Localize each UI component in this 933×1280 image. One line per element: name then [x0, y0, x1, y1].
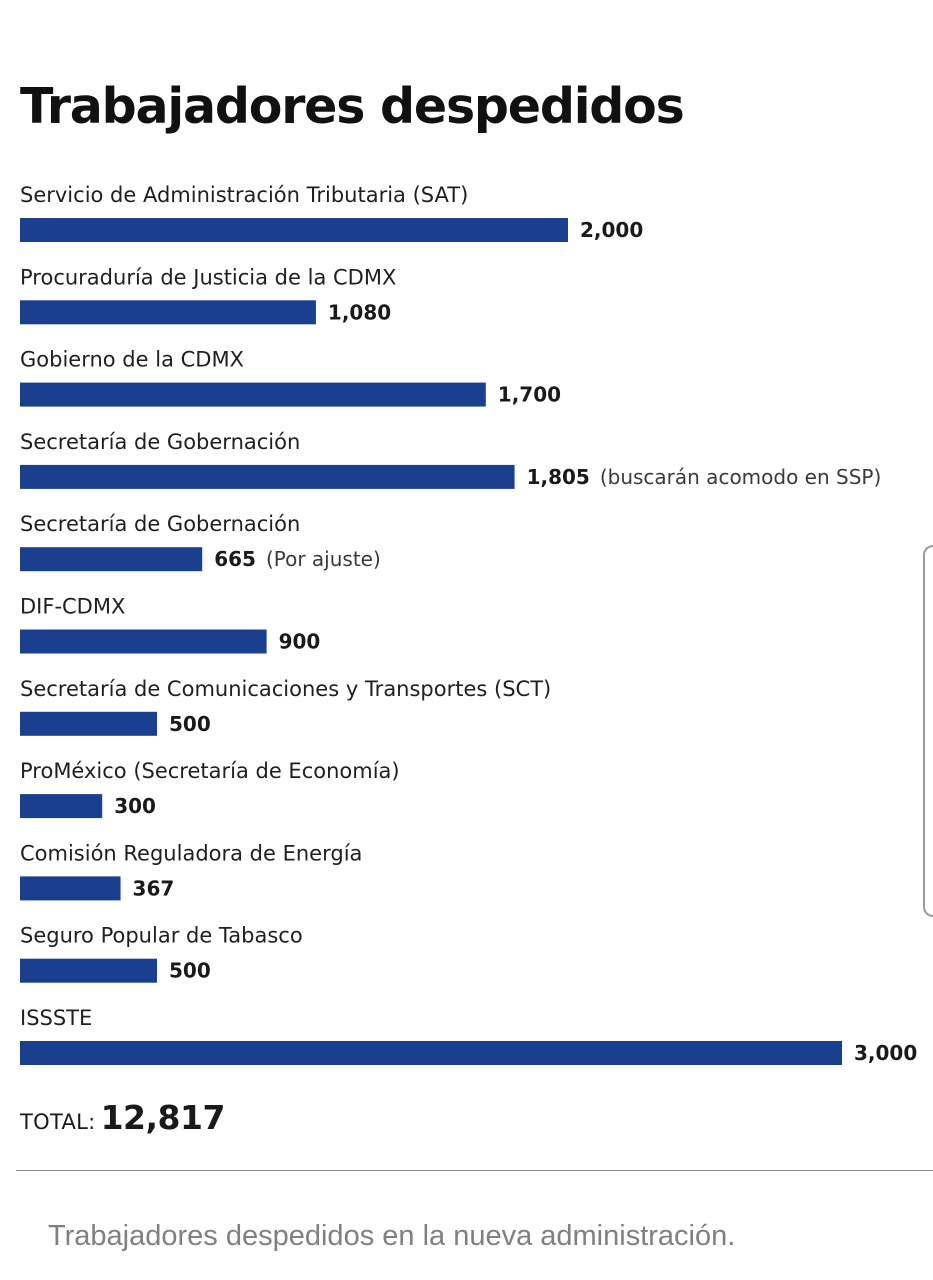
category-label: Secretaría de Comunicaciones y Transport…: [20, 677, 551, 701]
bar: [20, 1041, 842, 1065]
value-label: 500: [169, 712, 211, 736]
value-number: 500: [169, 959, 211, 983]
bar: [20, 382, 486, 407]
value-annotation: (Por ajuste): [266, 547, 381, 571]
category-label: Comisión Reguladora de Energía: [20, 841, 362, 865]
value-annotation: (buscarán acomodo en SSP): [600, 465, 881, 489]
value-label: 1,700: [498, 383, 561, 407]
value-label: 367: [133, 876, 175, 900]
bar: [20, 547, 203, 572]
category-label: Seguro Popular de Tabasco: [20, 924, 303, 948]
bar: [20, 711, 157, 736]
category-label: ProMéxico (Secretaría de Economía): [20, 759, 400, 783]
bar-chart: Servicio de Administración Tributaria (S…: [20, 183, 917, 1065]
total-value: 12,817: [100, 1098, 226, 1137]
bar: [20, 464, 515, 489]
category-label: Secretaría de Gobernación: [20, 512, 300, 536]
value-label: 1,805 (buscarán acomodo en SSP): [527, 465, 882, 489]
value-label: 665 (Por ajuste): [214, 547, 381, 571]
value-number: 1,700: [498, 383, 561, 407]
category-label: Procuraduría de Justicia de la CDMX: [20, 265, 396, 289]
value-number: 2,000: [580, 218, 643, 242]
total-label: TOTAL:: [20, 1110, 96, 1134]
value-number: 900: [279, 630, 321, 654]
category-label: Secretaría de Gobernación: [20, 430, 300, 454]
category-label: DIF-CDMX: [20, 595, 125, 619]
value-number: 300: [114, 794, 156, 818]
value-label: 300: [114, 794, 156, 818]
category-label: Servicio de Administración Tributaria (S…: [20, 183, 468, 207]
scroll-handle[interactable]: [923, 545, 933, 917]
value-label: 3,000: [854, 1041, 917, 1065]
category-label: ISSSTE: [20, 1006, 92, 1030]
value-label: 1,080: [328, 300, 391, 324]
image-caption: Trabajadores despedidos en la nueva admi…: [48, 1220, 736, 1252]
bar: [20, 300, 316, 325]
bar: [20, 876, 121, 901]
value-label: 2,000: [580, 218, 643, 242]
value-number: 1,805: [527, 465, 590, 489]
bar: [20, 629, 267, 654]
value-number: 500: [169, 712, 211, 736]
value-number: 367: [133, 876, 175, 900]
value-number: 665: [214, 547, 256, 571]
total-summary: TOTAL: 12,817: [20, 1098, 225, 1137]
value-label: 900: [279, 630, 321, 654]
category-label: Gobierno de la CDMX: [20, 348, 244, 372]
value-number: 3,000: [854, 1041, 917, 1065]
bar: [20, 794, 103, 819]
value-number: 1,080: [328, 300, 391, 324]
value-label: 500: [169, 959, 211, 983]
bar: [20, 218, 568, 242]
divider: [16, 1170, 933, 1171]
chart-title: Trabajadores despedidos: [20, 78, 685, 135]
bar: [20, 958, 157, 983]
